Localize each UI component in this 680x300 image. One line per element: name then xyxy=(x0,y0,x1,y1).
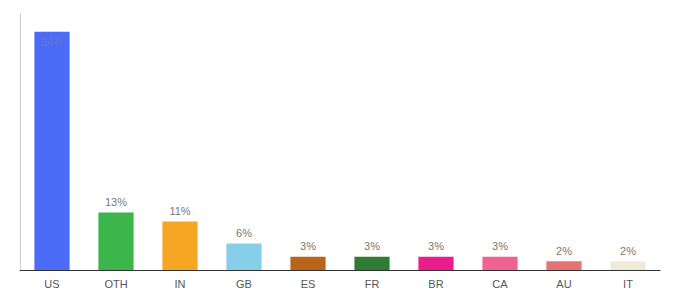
svg-text:US: US xyxy=(44,278,59,290)
svg-text:3%: 3% xyxy=(492,240,508,252)
svg-text:BR: BR xyxy=(428,278,443,290)
svg-text:11%: 11% xyxy=(169,205,190,217)
svg-text:13%: 13% xyxy=(105,196,127,208)
svg-text:54%: 54% xyxy=(41,36,63,48)
svg-text:AU: AU xyxy=(556,278,571,290)
svg-text:FR: FR xyxy=(365,278,380,290)
svg-text:3%: 3% xyxy=(364,240,380,252)
svg-text:GB: GB xyxy=(236,278,252,290)
svg-text:OTH: OTH xyxy=(104,278,127,290)
svg-text:2%: 2% xyxy=(620,245,636,257)
svg-text:6%: 6% xyxy=(236,227,252,239)
svg-text:2%: 2% xyxy=(556,245,572,257)
svg-text:3%: 3% xyxy=(428,240,444,252)
svg-text:IT: IT xyxy=(623,278,633,290)
svg-text:IN: IN xyxy=(175,278,186,290)
svg-text:3%: 3% xyxy=(300,240,316,252)
svg-text:CA: CA xyxy=(492,278,508,290)
svg-text:ES: ES xyxy=(301,278,316,290)
